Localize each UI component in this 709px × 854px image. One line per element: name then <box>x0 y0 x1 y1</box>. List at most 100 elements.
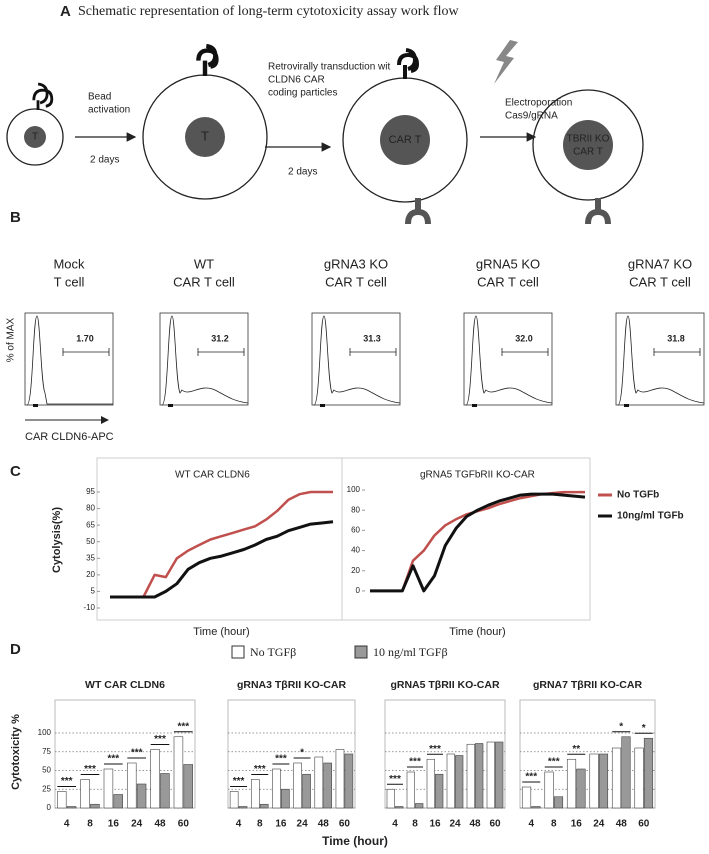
y-tick-label: 0 <box>47 803 52 812</box>
axis-tick <box>624 404 629 407</box>
histogram-curve <box>26 315 113 406</box>
x-tick-label: 8 <box>412 819 418 830</box>
bar <box>335 749 345 809</box>
sample-title: WT <box>194 256 214 271</box>
x-tick-label: 4 <box>236 819 242 830</box>
x-tick-label: 4 <box>392 819 398 830</box>
data-line <box>110 490 333 599</box>
sample-title: CAR T cell <box>173 274 235 289</box>
bar <box>80 779 90 809</box>
bar <box>531 806 541 809</box>
step-label: Bead <box>88 92 111 103</box>
bar <box>598 753 609 809</box>
bar <box>344 753 354 809</box>
gate-bar <box>197 348 245 356</box>
axis-tick <box>472 404 477 407</box>
bar <box>415 803 424 809</box>
histogram-frame <box>311 312 401 406</box>
x-axis-label: Time (hour) <box>322 834 388 848</box>
x-tick-label: 60 <box>178 819 190 830</box>
gate-bar <box>349 348 397 356</box>
x-tick-label: 48 <box>154 819 166 830</box>
histogram-curve <box>465 315 553 406</box>
bar <box>57 791 67 809</box>
cell-label: CAR T <box>573 147 603 158</box>
bar <box>314 756 324 809</box>
sample-title: CAR T cell <box>325 274 387 289</box>
y-tick-label: 60 <box>351 526 360 535</box>
gate-bar <box>62 348 110 356</box>
panel-letter: B <box>10 209 21 226</box>
x-tick-label: 48 <box>469 819 481 830</box>
panel-letter: C <box>10 463 21 480</box>
bar <box>553 796 564 809</box>
bar <box>66 806 77 809</box>
step-label: Cas9/gRNA <box>505 111 558 122</box>
x-tick-label: 48 <box>318 819 330 830</box>
bar <box>302 773 311 809</box>
y-tick-label: 65 <box>86 520 95 529</box>
bar <box>486 741 495 809</box>
panel-letter: A <box>60 3 71 20</box>
bar <box>395 806 404 809</box>
sample-title: CAR T cell <box>477 274 539 289</box>
data-line <box>110 520 334 599</box>
x-axis-label: Time (hour) <box>449 626 505 638</box>
bar <box>136 783 147 809</box>
bar <box>160 773 170 809</box>
gate-bar <box>501 348 549 356</box>
significance-stars: * <box>300 748 304 759</box>
bar <box>173 736 184 809</box>
significance-stars: * <box>642 723 646 734</box>
bar <box>435 773 444 809</box>
lightning-icon <box>494 40 518 84</box>
gate-value: 32.0 <box>515 333 533 343</box>
gate-bar <box>653 348 701 356</box>
y-tick-label: 80 <box>86 504 95 513</box>
chart-title: gRNA5 TGFbRII KO-CAR <box>420 470 535 481</box>
bar <box>127 762 137 809</box>
step-label: activation <box>88 105 130 116</box>
bar <box>466 743 475 809</box>
significance-stars: *** <box>429 744 441 755</box>
significance-stars: *** <box>177 721 189 732</box>
chart-frame <box>96 457 591 621</box>
cell-nucleus <box>185 117 225 157</box>
axis-tick <box>320 404 325 407</box>
histogram-frame <box>24 312 114 406</box>
bar <box>576 768 586 809</box>
bar <box>475 743 484 809</box>
y-tick-label: 0 <box>356 586 361 595</box>
gate-value: 31.2 <box>211 333 229 343</box>
bar <box>238 806 248 809</box>
sample-title: Mock <box>53 256 85 271</box>
sample-title: gRNA7 KO <box>628 256 692 271</box>
step-label: Retrovirally transduction wit <box>268 62 390 73</box>
gate-value: 1.70 <box>76 333 94 343</box>
step-label: coding particles <box>268 88 337 99</box>
legend-label: 10 ng/ml TGFβ <box>373 645 448 659</box>
significance-stars: *** <box>107 754 119 765</box>
bar <box>113 794 123 809</box>
chart-title: gRNA5 TβRII KO-CAR <box>390 679 499 691</box>
y-tick-label: 50 <box>42 766 51 775</box>
y-tick-label: 100 <box>347 485 361 494</box>
bar <box>495 741 504 809</box>
tcr-receptor <box>32 82 54 110</box>
gate-value: 31.8 <box>667 333 685 343</box>
gate-value: 31.3 <box>363 333 381 343</box>
cell-nucleus <box>380 115 430 165</box>
histogram-frame <box>615 312 705 406</box>
x-tick-label: 8 <box>257 819 263 830</box>
y-tick-label: 20 <box>86 570 95 579</box>
y-tick-label: 20 <box>351 566 360 575</box>
bar <box>103 768 114 809</box>
x-tick-label: 24 <box>131 819 143 830</box>
sample-title: gRNA5 KO <box>476 256 540 271</box>
histogram-curve <box>617 315 705 406</box>
bar <box>229 791 239 809</box>
bar <box>455 755 464 809</box>
bar <box>634 747 644 809</box>
x-tick-label: 16 <box>275 819 287 830</box>
